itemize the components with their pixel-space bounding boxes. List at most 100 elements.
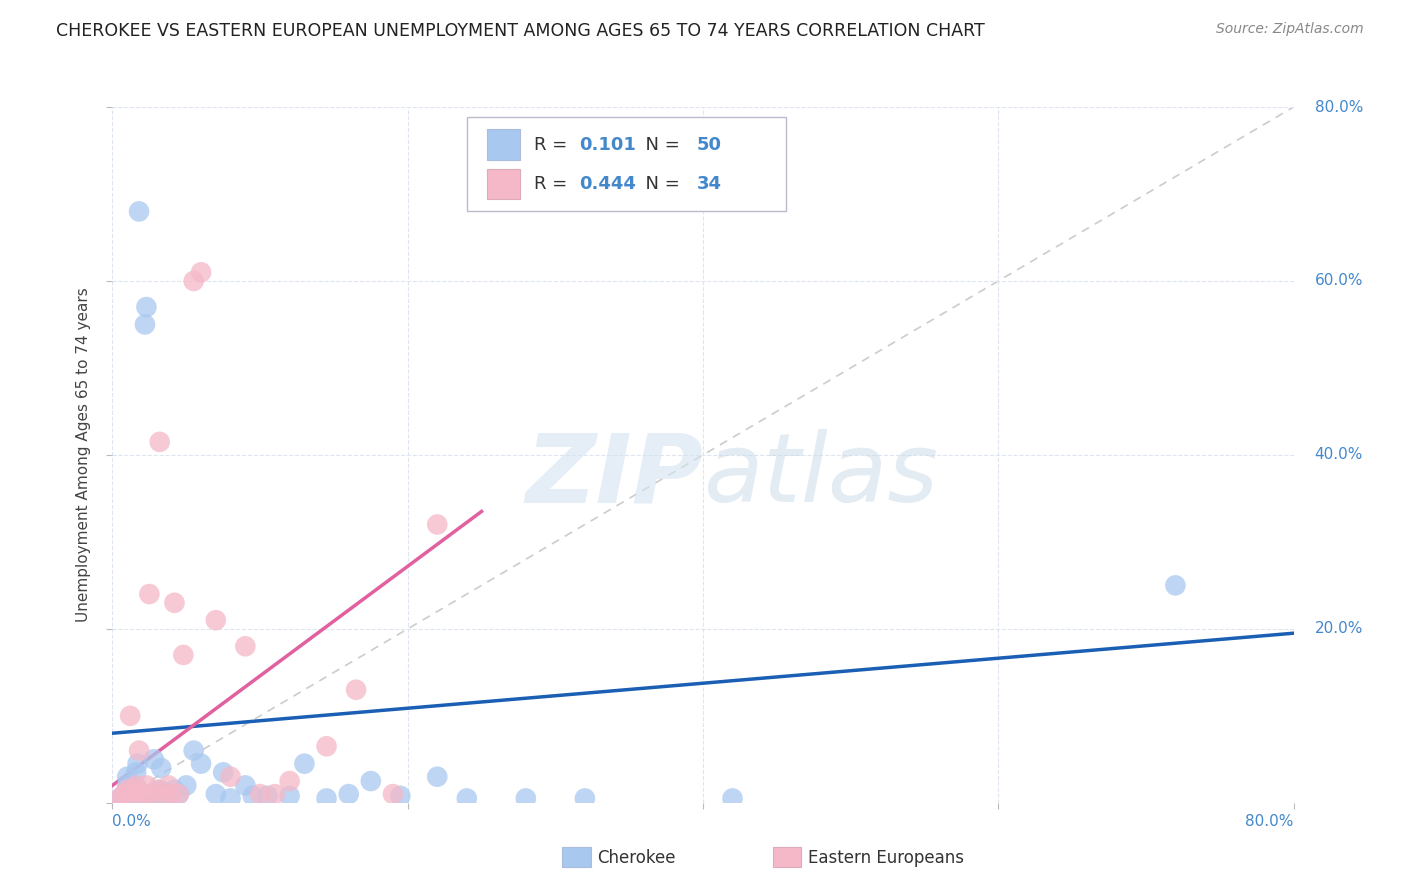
Text: N =: N = xyxy=(634,176,686,194)
Text: 50: 50 xyxy=(697,136,723,154)
Point xyxy=(190,265,212,279)
Point xyxy=(574,791,596,805)
Point xyxy=(721,791,744,805)
Text: R =: R = xyxy=(534,136,574,154)
Point xyxy=(205,613,228,627)
Point xyxy=(360,774,382,789)
Point xyxy=(242,789,264,803)
FancyBboxPatch shape xyxy=(486,129,520,160)
Point xyxy=(146,787,169,801)
Point xyxy=(219,791,242,805)
Point xyxy=(1164,578,1187,592)
Point xyxy=(124,778,146,792)
Text: 0.0%: 0.0% xyxy=(112,814,152,829)
Point xyxy=(205,787,228,801)
Point xyxy=(131,787,153,801)
Point xyxy=(111,789,134,803)
Point xyxy=(125,778,148,792)
Point xyxy=(142,752,165,766)
Point xyxy=(128,744,150,758)
Point xyxy=(125,765,148,780)
Point xyxy=(131,791,153,805)
Text: 0.101: 0.101 xyxy=(579,136,636,154)
Text: R =: R = xyxy=(534,176,574,194)
Point xyxy=(120,791,142,805)
Text: 20.0%: 20.0% xyxy=(1315,622,1362,636)
Text: Eastern Europeans: Eastern Europeans xyxy=(808,849,965,867)
Point xyxy=(149,782,172,797)
Point xyxy=(190,756,212,771)
Text: 80.0%: 80.0% xyxy=(1246,814,1294,829)
Point xyxy=(134,789,156,803)
Point xyxy=(108,791,131,805)
Point xyxy=(163,596,186,610)
Text: 34: 34 xyxy=(697,176,723,194)
Point xyxy=(157,778,180,792)
Point xyxy=(278,789,301,803)
Text: Cherokee: Cherokee xyxy=(598,849,676,867)
Point xyxy=(135,778,157,792)
Point xyxy=(117,782,138,797)
Text: 40.0%: 40.0% xyxy=(1315,448,1362,462)
Point xyxy=(120,708,142,723)
Point xyxy=(456,791,478,805)
Point xyxy=(132,789,155,803)
Point xyxy=(278,774,301,789)
Point xyxy=(134,318,156,332)
Point xyxy=(121,787,143,801)
Text: 0.444: 0.444 xyxy=(579,176,636,194)
Text: 60.0%: 60.0% xyxy=(1315,274,1362,288)
Point xyxy=(183,274,205,288)
Point xyxy=(122,782,145,797)
Point xyxy=(233,778,256,792)
Point xyxy=(112,787,135,801)
Point xyxy=(139,787,162,801)
Text: ZIP: ZIP xyxy=(524,429,703,523)
Point xyxy=(426,517,449,532)
Point xyxy=(292,756,315,771)
Point xyxy=(249,787,271,801)
Point xyxy=(127,756,149,771)
Point xyxy=(138,587,160,601)
Text: N =: N = xyxy=(634,136,686,154)
FancyBboxPatch shape xyxy=(486,169,520,199)
FancyBboxPatch shape xyxy=(467,118,786,211)
Point xyxy=(142,787,165,801)
Point xyxy=(174,778,197,792)
Point xyxy=(426,770,449,784)
Point xyxy=(163,782,186,797)
Point xyxy=(138,791,160,805)
Point xyxy=(337,787,360,801)
Point xyxy=(315,739,337,754)
Point xyxy=(167,787,190,801)
Point xyxy=(149,434,172,449)
Text: 80.0%: 80.0% xyxy=(1315,100,1362,114)
Point xyxy=(117,770,138,784)
Point xyxy=(108,791,131,805)
Text: CHEROKEE VS EASTERN EUROPEAN UNEMPLOYMENT AMONG AGES 65 TO 74 YEARS CORRELATION : CHEROKEE VS EASTERN EUROPEAN UNEMPLOYMEN… xyxy=(56,22,986,40)
Point xyxy=(264,787,287,801)
Point xyxy=(183,744,205,758)
Point xyxy=(135,300,157,314)
Point xyxy=(233,639,256,653)
Point xyxy=(150,761,173,775)
Point xyxy=(315,791,337,805)
Point xyxy=(389,789,412,803)
Point xyxy=(124,782,146,797)
Point xyxy=(344,682,367,697)
Point xyxy=(153,791,176,805)
Point xyxy=(219,770,242,784)
Point xyxy=(256,789,278,803)
Point xyxy=(128,204,150,219)
Text: Source: ZipAtlas.com: Source: ZipAtlas.com xyxy=(1216,22,1364,37)
Point xyxy=(111,789,134,803)
Text: atlas: atlas xyxy=(703,429,938,523)
Point xyxy=(382,787,405,801)
Point xyxy=(146,782,169,797)
Point xyxy=(112,787,135,801)
Point xyxy=(172,648,194,662)
Point xyxy=(515,791,537,805)
Point xyxy=(121,787,143,801)
Point xyxy=(156,787,179,801)
Point xyxy=(134,787,156,801)
